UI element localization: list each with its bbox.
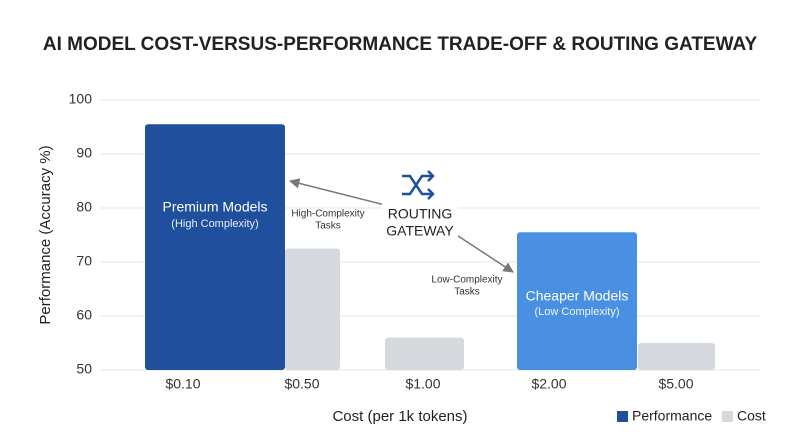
bar xyxy=(517,232,637,370)
bar xyxy=(145,124,285,370)
annotation: GATEWAY xyxy=(386,223,454,239)
y-tick-label: 50 xyxy=(76,361,92,377)
annotation: Cheaper Models xyxy=(526,288,629,304)
bar xyxy=(638,343,715,370)
legend-label: Cost xyxy=(737,408,766,424)
annotation: High-Complexity xyxy=(291,209,364,220)
annotation: (Low Complexity) xyxy=(535,306,620,318)
y-tick-label: 60 xyxy=(76,307,92,323)
annotation: (High Complexity) xyxy=(171,218,258,230)
x-tick-label: $5.00 xyxy=(658,376,693,392)
y-tick-label: 100 xyxy=(69,91,93,107)
bar xyxy=(285,248,340,370)
arrow xyxy=(288,178,386,206)
legend: Performance Cost xyxy=(617,408,766,424)
bar xyxy=(385,337,464,370)
annotation: Low-Complexity xyxy=(431,275,502,286)
legend-swatch xyxy=(617,411,628,422)
y-tick-label: 70 xyxy=(76,253,92,269)
y-axis-label: Performance (Accuracy %) xyxy=(37,145,54,324)
x-tick-label: $2.00 xyxy=(531,376,566,392)
chart-title: AI MODEL COST-VERSUS-PERFORMANCE TRADE-O… xyxy=(43,34,758,55)
y-tick-label: 90 xyxy=(76,145,92,161)
annotation: Tasks xyxy=(315,221,341,232)
legend-swatch xyxy=(722,411,733,422)
gateway-box xyxy=(382,203,458,243)
annotation: Tasks xyxy=(454,287,480,298)
x-tick-label: $0.50 xyxy=(284,376,319,392)
bars xyxy=(145,124,715,370)
gateway-icon xyxy=(402,170,435,200)
x-tick-label: $1.00 xyxy=(405,376,440,392)
annotation: Premium Models xyxy=(162,199,267,215)
arrow xyxy=(451,231,514,273)
annotations: Premium Models (High Complexity) Cheaper M… xyxy=(162,199,628,318)
x-tick-label: $0.10 xyxy=(165,376,200,392)
y-tick-label: 80 xyxy=(76,199,92,215)
annotation: ROUTING xyxy=(388,206,453,222)
legend-label: Performance xyxy=(632,408,712,424)
x-axis-label: Cost (per 1k tokens) xyxy=(332,408,467,425)
